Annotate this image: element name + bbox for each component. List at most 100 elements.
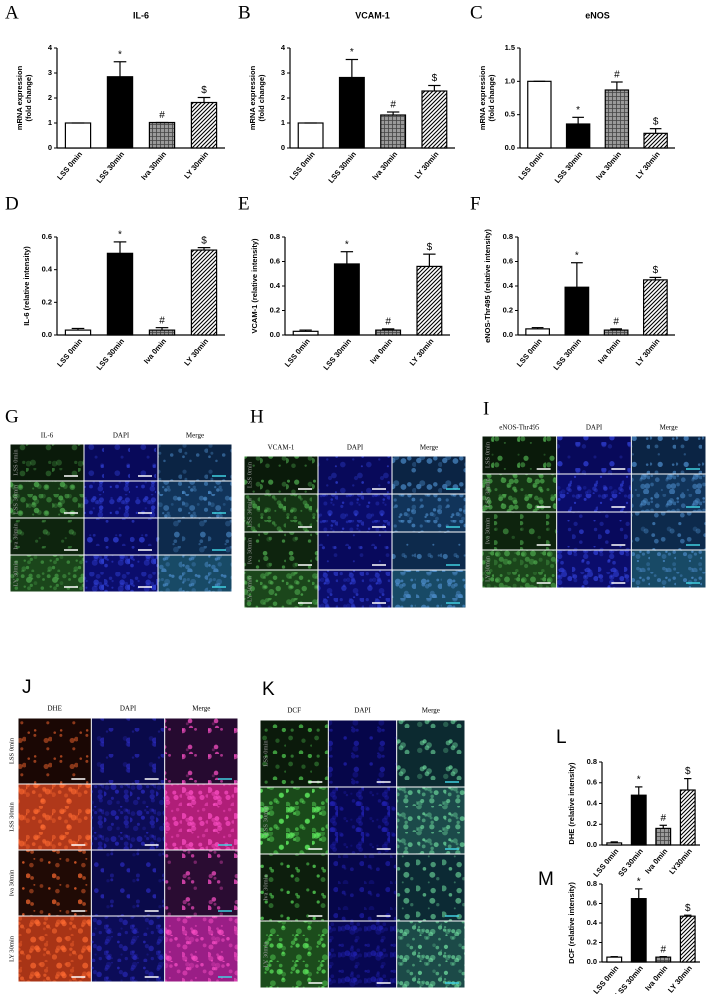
- y-axis-label: (fold change): [487, 74, 496, 122]
- row-label: LSS 0min: [246, 461, 253, 488]
- row-label: Iva 30min: [246, 537, 253, 564]
- y-tick-label: 0.0: [505, 143, 515, 152]
- row-label: LSS 30min: [484, 478, 491, 508]
- micrograph-texture: [557, 512, 631, 550]
- micrograph-texture: [631, 512, 706, 550]
- bar: [643, 132, 668, 149]
- y-tick-label: 0.4: [587, 798, 598, 807]
- row-label: Iva 30min: [12, 522, 19, 549]
- micrograph-texture: [318, 494, 392, 532]
- y-tick-label: 1: [48, 118, 52, 127]
- panel-letter: M: [538, 869, 554, 890]
- annotation: #: [159, 315, 165, 326]
- micrograph-texture: [158, 555, 232, 592]
- y-tick-label: 2: [48, 93, 52, 102]
- micrograph-texture: [392, 570, 466, 608]
- panel-letter: C: [470, 2, 483, 23]
- micrograph-texture: [244, 456, 318, 494]
- column-header: Merge: [420, 444, 438, 452]
- y-tick-label: 0.2: [270, 305, 280, 314]
- micrograph-texture: [10, 481, 84, 518]
- bar: [375, 329, 402, 336]
- x-tick-label: LY30min: [667, 846, 694, 876]
- bar: [292, 330, 319, 336]
- x-tick-label: LY 30min: [413, 149, 441, 180]
- panel-letter: B: [238, 2, 251, 23]
- x-tick-label: LSS 0min: [55, 336, 84, 368]
- bar: [525, 328, 550, 336]
- micrograph-texture: [18, 850, 91, 916]
- micrograph-texture: [10, 555, 84, 592]
- row-label: LSS 0min: [484, 441, 491, 468]
- micrograph-texture: [397, 720, 465, 787]
- x-tick-label: LSS 30min: [551, 336, 583, 371]
- bar: [603, 329, 629, 336]
- bar: [421, 90, 448, 149]
- micrograph-texture: [244, 570, 318, 608]
- bar: [630, 898, 647, 963]
- column-header: DAPI: [586, 424, 603, 432]
- annotation: #: [385, 317, 391, 328]
- micrograph-texture: [84, 518, 158, 555]
- micrograph-texture: [91, 718, 165, 784]
- x-tick-label: Iva 30min: [594, 149, 623, 181]
- micrograph-texture: [260, 787, 328, 854]
- y-tick-label: 3: [48, 68, 52, 77]
- y-tick-label: 0.2: [587, 937, 597, 946]
- x-tick-label: LY 30min: [182, 336, 210, 367]
- micrograph-texture: [18, 784, 91, 850]
- micrograph-texture: [328, 787, 397, 854]
- column-header: VCAM-1: [268, 444, 295, 452]
- bar: [642, 279, 668, 336]
- bar: [606, 956, 623, 963]
- y-tick-label: 0.4: [503, 281, 514, 290]
- bar: [64, 329, 92, 336]
- x-tick-label: SS 30min: [616, 846, 645, 878]
- row-label: LSS 0min: [262, 740, 269, 767]
- y-tick-label: 0.4: [270, 281, 281, 290]
- y-tick-label: 0.0: [587, 840, 597, 849]
- panel-letter: I: [483, 398, 489, 419]
- micrograph-texture: [244, 494, 318, 532]
- y-tick-label: 3: [281, 68, 285, 77]
- micrograph-texture: [557, 436, 631, 474]
- y-tick-label: 0.4: [42, 265, 53, 274]
- bar: [148, 121, 176, 149]
- bar: [679, 789, 696, 846]
- bar: [565, 123, 591, 149]
- bar: [655, 956, 672, 963]
- panel-letter: H: [250, 406, 264, 427]
- micrograph-texture: [631, 436, 706, 474]
- y-tick-label: 0.6: [587, 778, 597, 787]
- y-axis-label: DHE (relative intensity): [567, 762, 576, 845]
- micrograph-texture: [557, 550, 631, 588]
- x-tick-label: LSS 0min: [55, 149, 84, 181]
- annotation: *: [575, 250, 579, 261]
- bar: [190, 101, 218, 149]
- annotation: *: [118, 230, 122, 241]
- y-tick-label: 0.6: [587, 898, 597, 907]
- row-label: Iva 30min: [262, 873, 269, 900]
- annotation: $: [201, 235, 207, 246]
- annotation: #: [390, 100, 396, 111]
- micrograph-texture: [91, 850, 165, 916]
- y-tick-label: 1: [281, 118, 285, 127]
- bar: [564, 286, 590, 336]
- y-tick-label: 0.5: [505, 110, 515, 119]
- x-tick-label: LSS 0min: [288, 149, 317, 181]
- micrograph-texture: [392, 456, 466, 494]
- bar: [106, 76, 134, 149]
- row-label: Iva 30min: [484, 517, 491, 544]
- y-tick-label: 0.8: [587, 879, 597, 888]
- column-header: DAPI: [347, 444, 364, 452]
- row-label: LSS 30min: [12, 484, 19, 514]
- row-label: LSS 0min: [12, 449, 19, 476]
- x-tick-label: LY 30min: [634, 336, 662, 367]
- x-tick-label: Iva 0min: [142, 336, 168, 365]
- column-header: DHE: [47, 705, 61, 713]
- micrograph-texture: [165, 784, 238, 850]
- y-axis-label: mRNA expression: [15, 65, 24, 130]
- x-tick-label: Iva 30min: [139, 149, 168, 181]
- bar: [604, 89, 630, 149]
